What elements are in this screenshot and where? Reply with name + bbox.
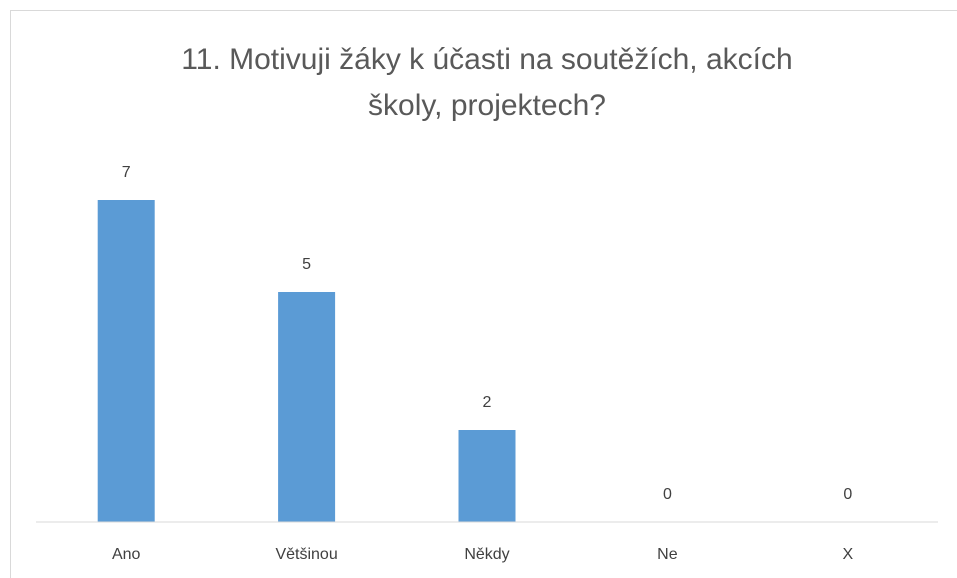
- data-label: 0: [843, 486, 852, 503]
- x-tick-label: Většinou: [275, 546, 337, 563]
- bar: [97, 200, 155, 522]
- data-label: 5: [302, 256, 311, 273]
- data-label: 2: [483, 394, 492, 411]
- x-tick-label: X: [842, 546, 853, 563]
- data-label: 0: [663, 486, 672, 503]
- chart-title: 11. Motivuji žáky k účasti na soutěžích,…: [181, 43, 793, 122]
- x-tick-label: Někdy: [464, 546, 509, 563]
- chart-border: [10, 10, 957, 578]
- data-label: 7: [122, 164, 131, 181]
- bar: [458, 430, 516, 522]
- x-tick-label: Ano: [112, 546, 141, 563]
- x-tick-label: Ne: [657, 546, 678, 563]
- bar: [278, 292, 336, 522]
